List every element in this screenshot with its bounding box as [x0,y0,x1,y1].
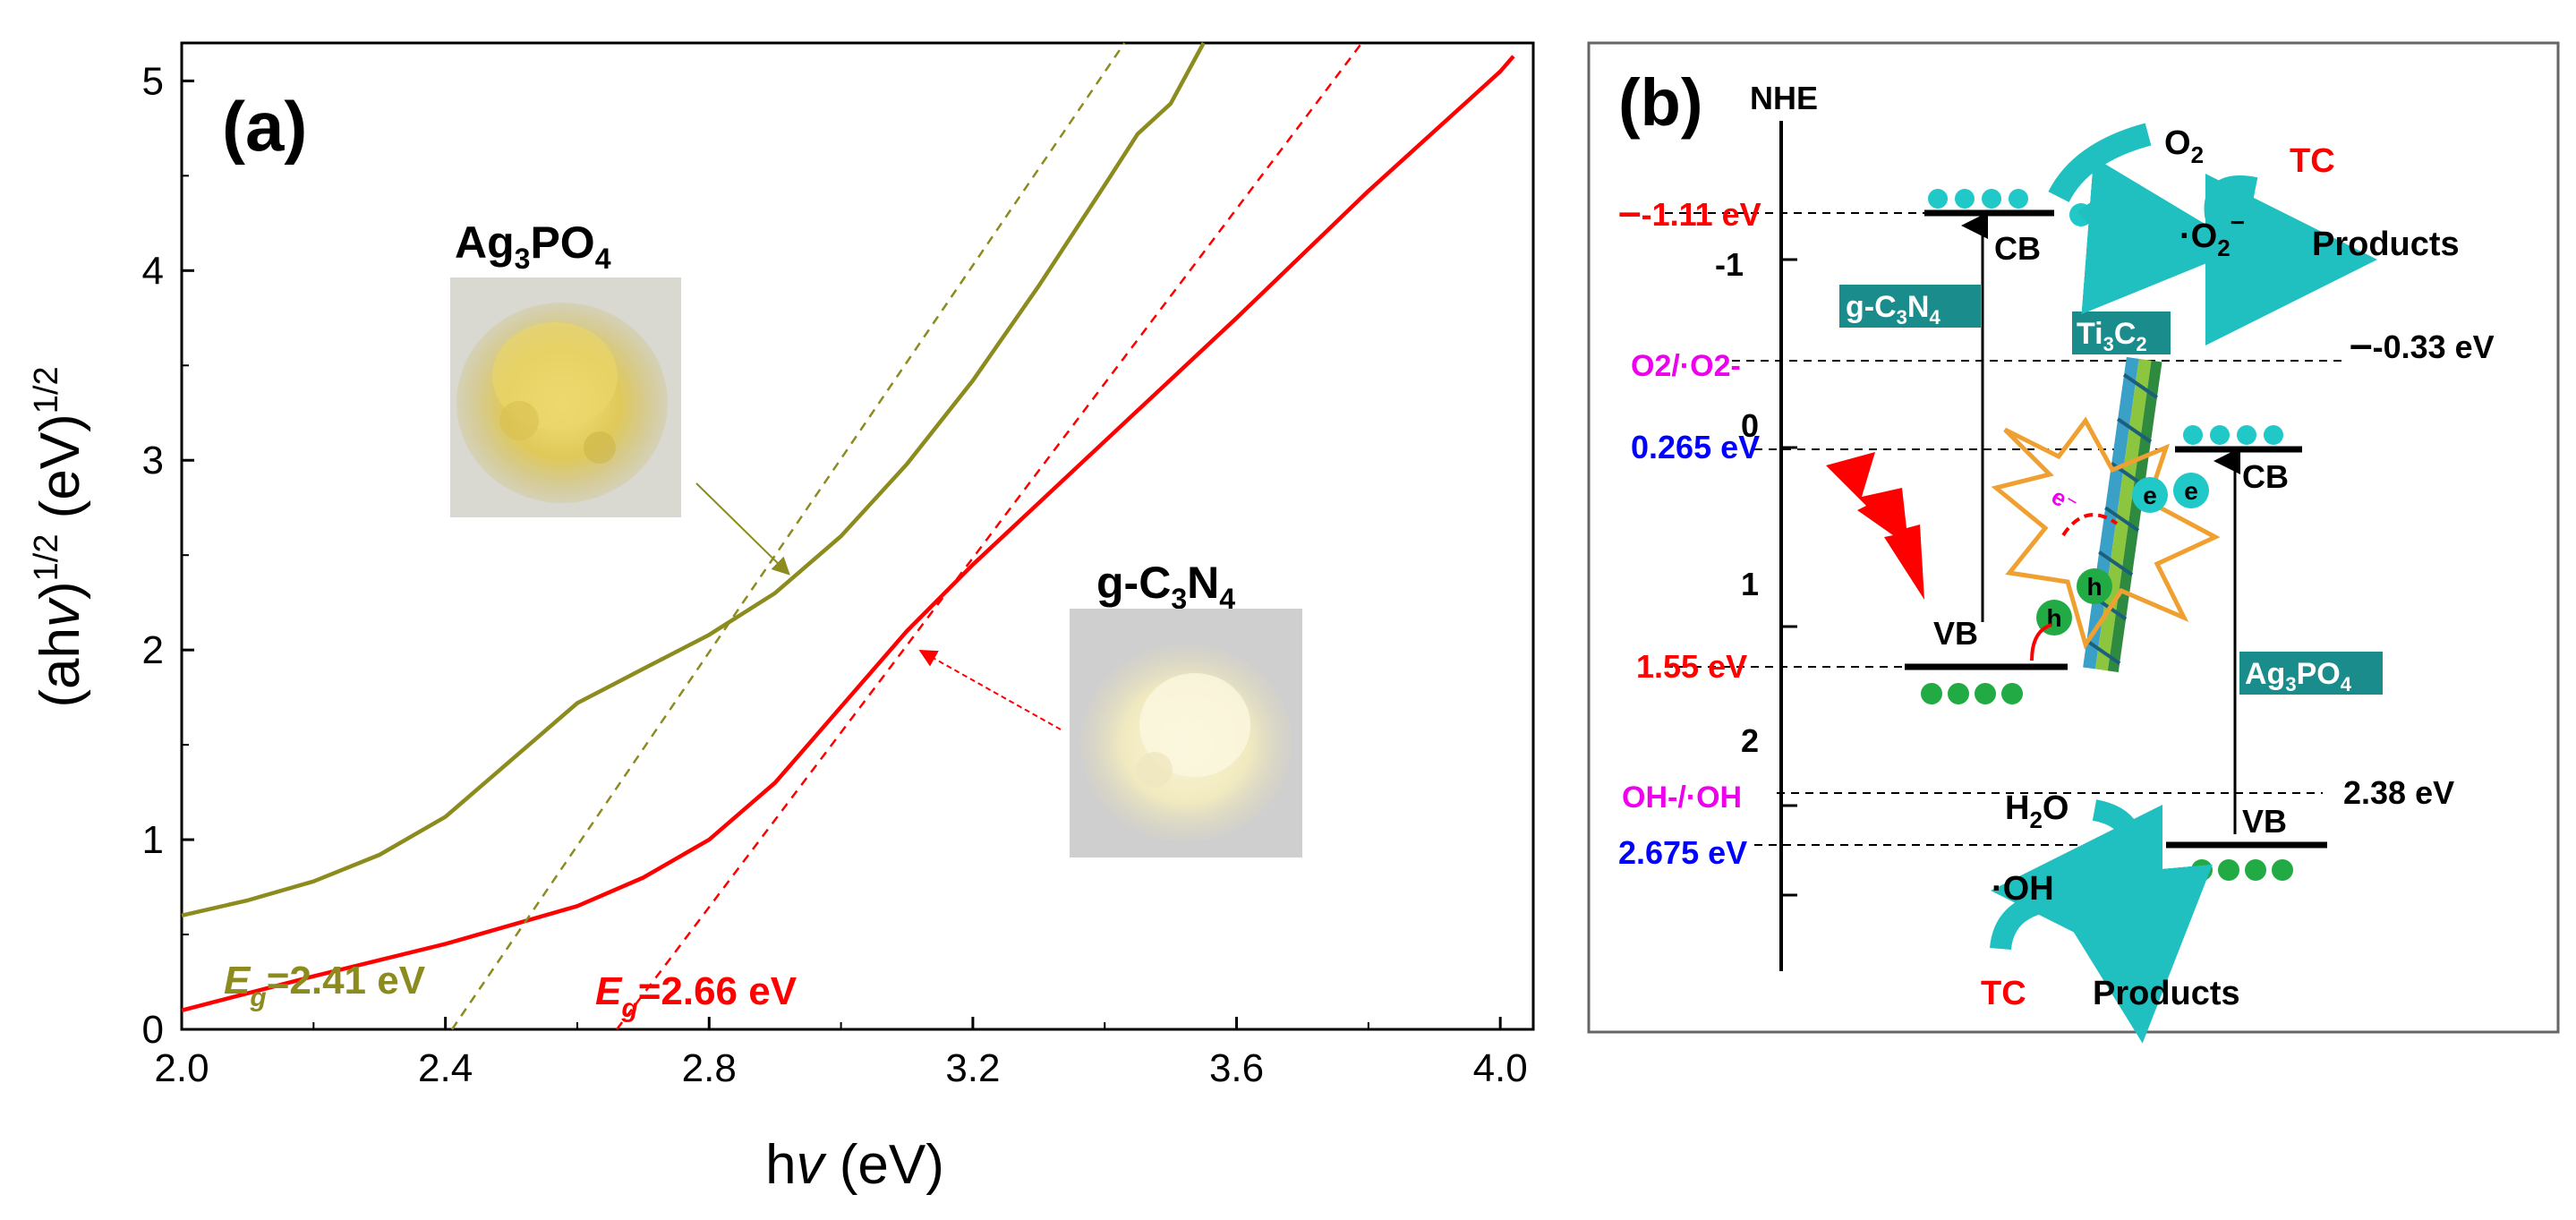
x-tick-label: 3.2 [945,1046,1000,1090]
oh-couple-value: 2.38 eV [2343,774,2454,811]
gc3n4-pointer [918,650,1062,730]
series-ag3po4-tangent [450,42,1126,1030]
svg-text:h: h [2086,573,2102,601]
light-bolt-icon [1826,452,1924,600]
eg-ag3po4-label: Eg=2.41 eV [224,959,426,1012]
gc3n4-label: g-C3N4 [1096,558,1235,615]
gcn-vb-holes [1921,683,2023,704]
gcn-material-box [1839,285,1981,328]
ag-cb-value: 0.265 eV [1631,429,1760,465]
products-bottom-label: Products [2093,975,2240,1012]
plot-frame [180,41,1535,1031]
tc-bottom-label: TC [1981,975,2026,1012]
ag-material-label: Ag3PO4 [2245,657,2352,695]
gcn-material-label: g-C3N4 [1846,290,1941,328]
ti3c2-sheet-graphic [2083,356,2162,673]
ag-vb-label: VB [2242,803,2287,840]
series-ag3po4 [181,41,1206,917]
tick-0: 0 [1741,407,1759,444]
ag-material-box [2239,652,2383,695]
x-tick-label: 2.4 [418,1046,473,1090]
interface-spark-graphic [1991,416,2221,650]
y-tick-label: 0 [142,1008,164,1052]
y-tick-label: 2 [142,628,164,672]
superoxide-label: ·O2− [2179,209,2245,261]
nhe-ticks [1781,258,1797,897]
y-tick-label: 3 [142,439,164,482]
x-tick-label: 3.6 [1209,1046,1264,1090]
nhe-label: NHE [1750,80,1818,116]
o2-label: O2 [2164,124,2204,168]
top-degradation-arrow [2204,173,2377,346]
gcn-cb-electrons [1928,189,2028,209]
ti3c2-material-box [2072,311,2171,354]
electron-path-text: e⁻ [2047,482,2082,518]
oh-couple-label: OH-/·OH [1622,781,1742,815]
y-axis-title: (ahv)1/2 (eV)1/2 [28,366,91,707]
electron-transfer-path [2061,513,2119,537]
svg-text:e: e [2143,482,2157,509]
tick-2: 2 [1741,722,1759,759]
gcn-vb-label: VB [1933,615,1978,652]
x-tick-label: 4.0 [1473,1046,1528,1090]
interface-electrons: e e [2132,473,2209,513]
x-tick-label: 2.0 [154,1046,209,1090]
series-g-c3n4-tangent [616,42,1363,1030]
h2o-label: H2O [2005,789,2068,833]
oh-radical-label: ·OH [1992,870,2054,908]
gcn-vb-value: 1.55 eV [1636,648,1747,685]
x-axis-title: hv (eV) [765,1134,944,1196]
o2-couple-label: O2/·O2- [1631,349,1741,383]
bottom-reactions: H2O ·OH TC Products [1981,789,2240,1044]
tick-1: 1 [1741,566,1759,602]
svg-text:e: e [2184,477,2198,505]
series-g-c3n4 [181,55,1515,1012]
eg-gc3n4-label: Eg=2.66 eV [595,969,798,1023]
tick-minus-1: -1 [1715,246,1744,283]
y-ticks: 0 1 2 3 4 5 [142,59,194,1052]
x-ticks: 2.0 2.4 2.8 3.2 3.6 4.0 [154,1017,1528,1090]
panel-b-diagram: (b) NHE -1 0 1 2 –-1.11 eV –-0.33 eV 0.2… [1587,41,2560,1044]
o2-couple-value: –-0.33 eV [2350,320,2495,367]
products-top-label: Products [2312,226,2460,263]
ag3po4-powder-photo [450,277,681,517]
ag-vb-value: 2.675 eV [1618,834,1747,871]
oh-oxidation-arrow [1991,799,2163,977]
top-reactions: O2 ·O2− TC Products [2048,123,2460,346]
gcn-cb-label: CB [1994,230,2041,267]
gcn-cb-value: –-1.11 eV [1618,188,1761,235]
panel-b-label: (b) [1618,65,1703,140]
svg-text:h: h [2046,604,2061,632]
gc3n4-powder-photo [1070,609,1302,857]
ag-cb-electrons [2183,425,2283,445]
ag-vb-holes [2191,859,2293,881]
chart-series [181,41,1515,1030]
ti3c2-material-label: Ti3C2 [2077,317,2147,355]
hole-transfer-path [2030,623,2052,661]
tc-top-label: TC [2290,142,2335,180]
y-tick-label: 5 [142,59,164,103]
o2-reduction-arrow [2048,123,2152,203]
ag-cb-label: CB [2242,458,2289,495]
ag3po4-label: Ag3PO4 [455,218,611,275]
ag3po4-pointer [695,482,790,576]
panel-a-label: (a) [222,87,307,166]
x-tick-label: 2.8 [682,1046,737,1090]
panel-a-chart: 2.0 2.4 2.8 3.2 3.6 4.0 0 1 2 3 4 5 (a) hv (eV) (a… [28,41,1535,1196]
y-tick-label: 4 [142,249,164,293]
superoxide-arrow [2077,157,2245,314]
bottom-degradation-arrow [1990,864,2213,1044]
y-tick-label: 1 [142,818,164,862]
